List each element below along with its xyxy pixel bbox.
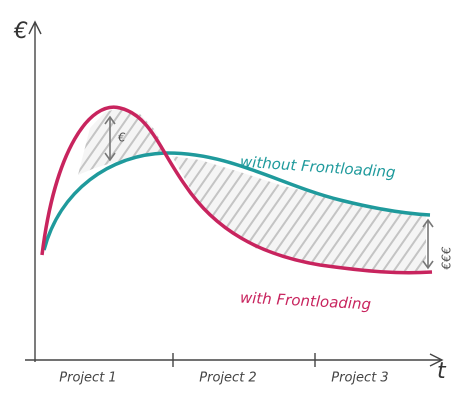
phase-label: Project 3	[331, 371, 388, 386]
gap-arrows	[104, 115, 434, 270]
x-axis-label: t	[437, 359, 447, 384]
without-label: without Frontloading	[239, 153, 396, 182]
curve-with-frontloading	[40, 105, 433, 275]
y-axis-label: €	[13, 19, 28, 44]
phase-label: Project 2	[199, 371, 256, 386]
early-gap-label: €	[117, 131, 126, 145]
hatch-late	[172, 156, 426, 273]
curve-without-frontloading	[42, 151, 431, 251]
phase-label: Project 1	[59, 371, 116, 386]
late-gap-label: €€€	[440, 246, 454, 270]
with-label: with Frontloading	[240, 289, 372, 314]
axes	[25, 20, 444, 367]
